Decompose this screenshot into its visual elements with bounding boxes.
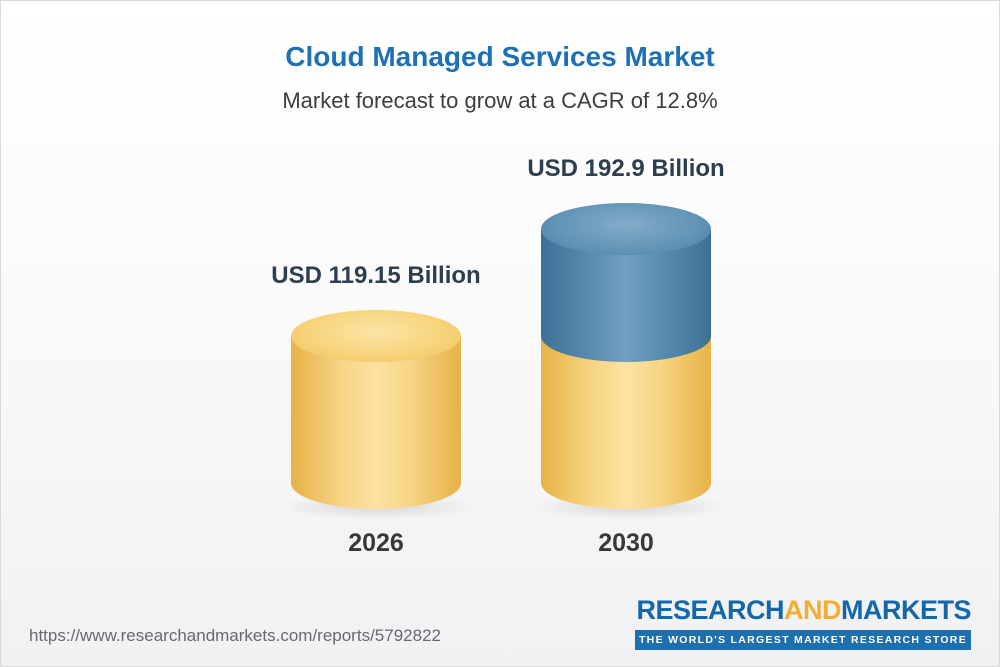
cylinder-2030-gold-segment	[541, 336, 711, 509]
bar-group-2026: USD 119.15 Billion 2026	[271, 262, 482, 557]
logo-tagline: THE WORLD'S LARGEST MARKET RESEARCH STOR…	[634, 630, 971, 650]
report-url-link[interactable]: https://www.researchandmarkets.com/repor…	[29, 626, 441, 645]
page-subtitle: Market forecast to grow at a CAGR of 12.…	[282, 88, 718, 113]
cylinder-2026: 2026	[277, 310, 482, 557]
axis-label-2030: 2030	[598, 529, 654, 557]
bar-group-2030: USD 192.9 Billion 2030	[527, 155, 732, 557]
page-title: Cloud Managed Services Market	[285, 41, 715, 72]
research-and-markets-logo: RESEARCHANDMARKETS THE WORLD'S LARGEST M…	[634, 595, 972, 650]
cylinder-2030: 2030	[527, 203, 732, 557]
cylinder-2026-body	[291, 336, 461, 509]
bar-value-label-2026: USD 119.15 Billion	[271, 262, 481, 290]
cylinder-2026-top	[291, 310, 461, 363]
cylinder-2030-top	[541, 203, 711, 255]
logo-word-and: AND	[784, 595, 842, 625]
bar-value-label-2030: USD 192.9 Billion	[527, 155, 725, 182]
logo-wordmark: RESEARCHANDMARKETS	[636, 595, 971, 626]
logo-word-research: RESEARCH	[636, 595, 784, 625]
logo-word-markets: MARKETS	[841, 595, 972, 625]
axis-label-2026: 2026	[348, 529, 404, 557]
